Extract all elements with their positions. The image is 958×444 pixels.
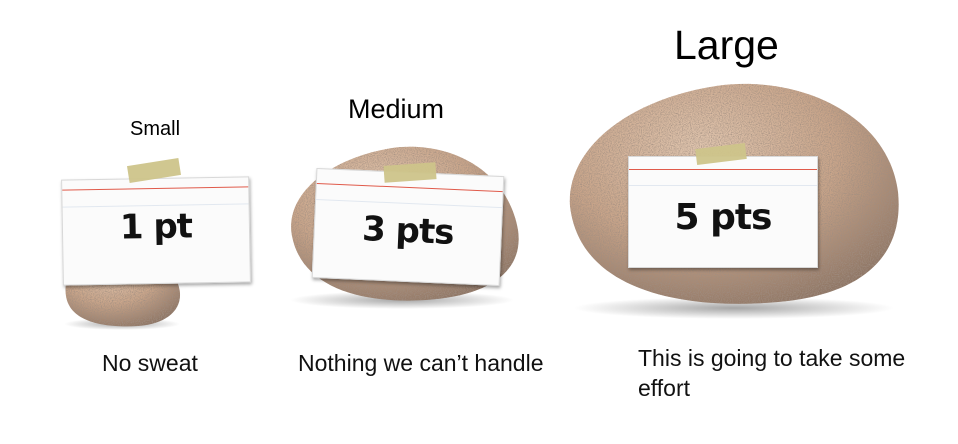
masking-tape [383,162,437,183]
points-label-small: 1 pt [119,206,193,248]
points-card-small: 1 pt [61,176,251,286]
size-label-medium: Medium [348,94,445,124]
caption-small: No sweat [102,350,198,376]
points-label-medium: 3 pts [361,209,455,253]
size-label-large: Large [674,22,779,68]
caption-medium: Nothing we can’t handle [298,350,544,376]
points-label-large: 5 pts [674,197,773,238]
points-card-medium: 3 pts [311,167,505,287]
caption-large: This is going to take some effort [638,345,906,401]
points-card-large: 5 pts [628,156,818,268]
size-label-small: Small [130,118,181,140]
